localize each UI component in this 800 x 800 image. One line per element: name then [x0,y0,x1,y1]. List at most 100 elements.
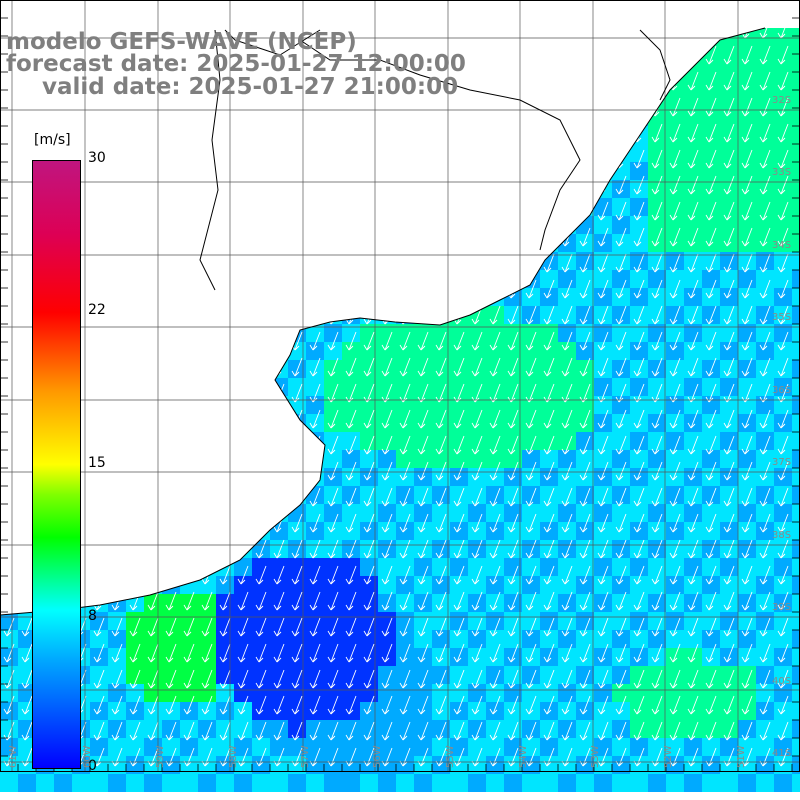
lon-label-51w: 51W [736,745,747,768]
wind-arrow [507,331,519,351]
wind-cell [720,90,738,108]
wind-arrow [705,201,717,221]
wind-arrow [741,201,753,221]
wind-cell [522,612,540,630]
wind-arrow [93,305,105,325]
wind-arrow [219,409,231,429]
wind-cell [774,540,792,558]
wind-arrow [471,97,483,117]
wind-arrow [471,227,483,247]
wind-arrow [309,331,321,351]
wind-cell [738,162,756,180]
wind-arrow [597,305,609,325]
wind-cell [0,666,18,684]
wind-arrow [597,123,609,143]
wind-cell [576,558,594,576]
wind-cell [396,702,414,720]
wind-arrow [453,487,465,507]
wind-arrow [669,71,681,91]
wind-cell [666,504,684,522]
wind-arrow [219,97,231,117]
wind-cell [252,684,270,702]
wind-arrow [3,45,15,65]
wind-cell [702,450,720,468]
wind-cell [774,288,792,306]
wind-arrow [273,149,285,169]
wind-cell [522,450,540,468]
wind-arrow [165,45,177,65]
wind-arrow [543,227,555,247]
wind-cell [414,756,432,774]
wind-cell [702,270,720,288]
wind-arrow [705,305,717,325]
wind-arrow [291,409,303,429]
wind-cell [702,666,720,684]
wind-arrow [597,721,609,741]
wind-arrow [489,487,501,507]
wind-cell [504,360,522,378]
wind-arrow [201,71,213,91]
wind-cell [468,774,486,792]
wind-arrow [255,253,267,273]
wind-arrow [489,279,501,299]
wind-cell [720,450,738,468]
wind-cell [432,630,450,648]
wind-arrow [525,71,537,91]
wind-cell [792,468,800,486]
wind-cell [126,666,144,684]
wind-arrow [363,435,375,455]
wind-arrow [543,461,555,481]
wind-arrow [651,253,663,273]
wind-arrow [723,357,735,377]
wind-arrow [111,669,123,689]
wind-cell [306,702,324,720]
wind-arrow [201,175,213,195]
wind-cell [630,216,648,234]
wind-cell [288,360,306,378]
wind-cell [576,378,594,396]
wind-arrow [381,175,393,195]
wind-cell [666,360,684,378]
wind-cell [720,432,738,450]
wind-arrow [471,149,483,169]
wind-arrow [705,435,717,455]
wind-cell [252,756,270,774]
wind-arrow [471,591,483,611]
wind-arrow [597,149,609,169]
wind-arrow [705,45,717,65]
wind-cell [558,396,576,414]
wind-arrow [597,331,609,351]
wind-arrow [669,253,681,273]
wind-cell [630,396,648,414]
wind-cell [720,702,738,720]
wind-arrow [525,357,537,377]
wind-cell [576,594,594,612]
wind-arrow [561,617,573,637]
wind-cell [594,684,612,702]
wind-arrow [669,695,681,715]
wind-arrow [237,721,249,741]
wind-cell [18,774,36,792]
wind-cell [324,702,342,720]
wind-cell [756,360,774,378]
wind-cell [216,612,234,630]
wind-arrow [687,695,699,715]
wind-arrow [309,253,321,273]
wind-cell [666,756,684,774]
wind-arrow [93,565,105,585]
wind-cell [684,432,702,450]
wind-arrow [147,97,159,117]
wind-arrow [21,617,33,637]
wind-cell [414,612,432,630]
wind-arrow [399,331,411,351]
wind-cell [144,684,162,702]
wind-arrow [759,539,771,559]
wind-arrow [435,253,447,273]
wind-arrow [93,357,105,377]
wind-cell [738,540,756,558]
wind-arrow [543,591,555,611]
wind-cell [612,630,630,648]
wind-arrow [417,565,429,585]
wind-arrow [489,461,501,481]
wind-cell [594,702,612,720]
